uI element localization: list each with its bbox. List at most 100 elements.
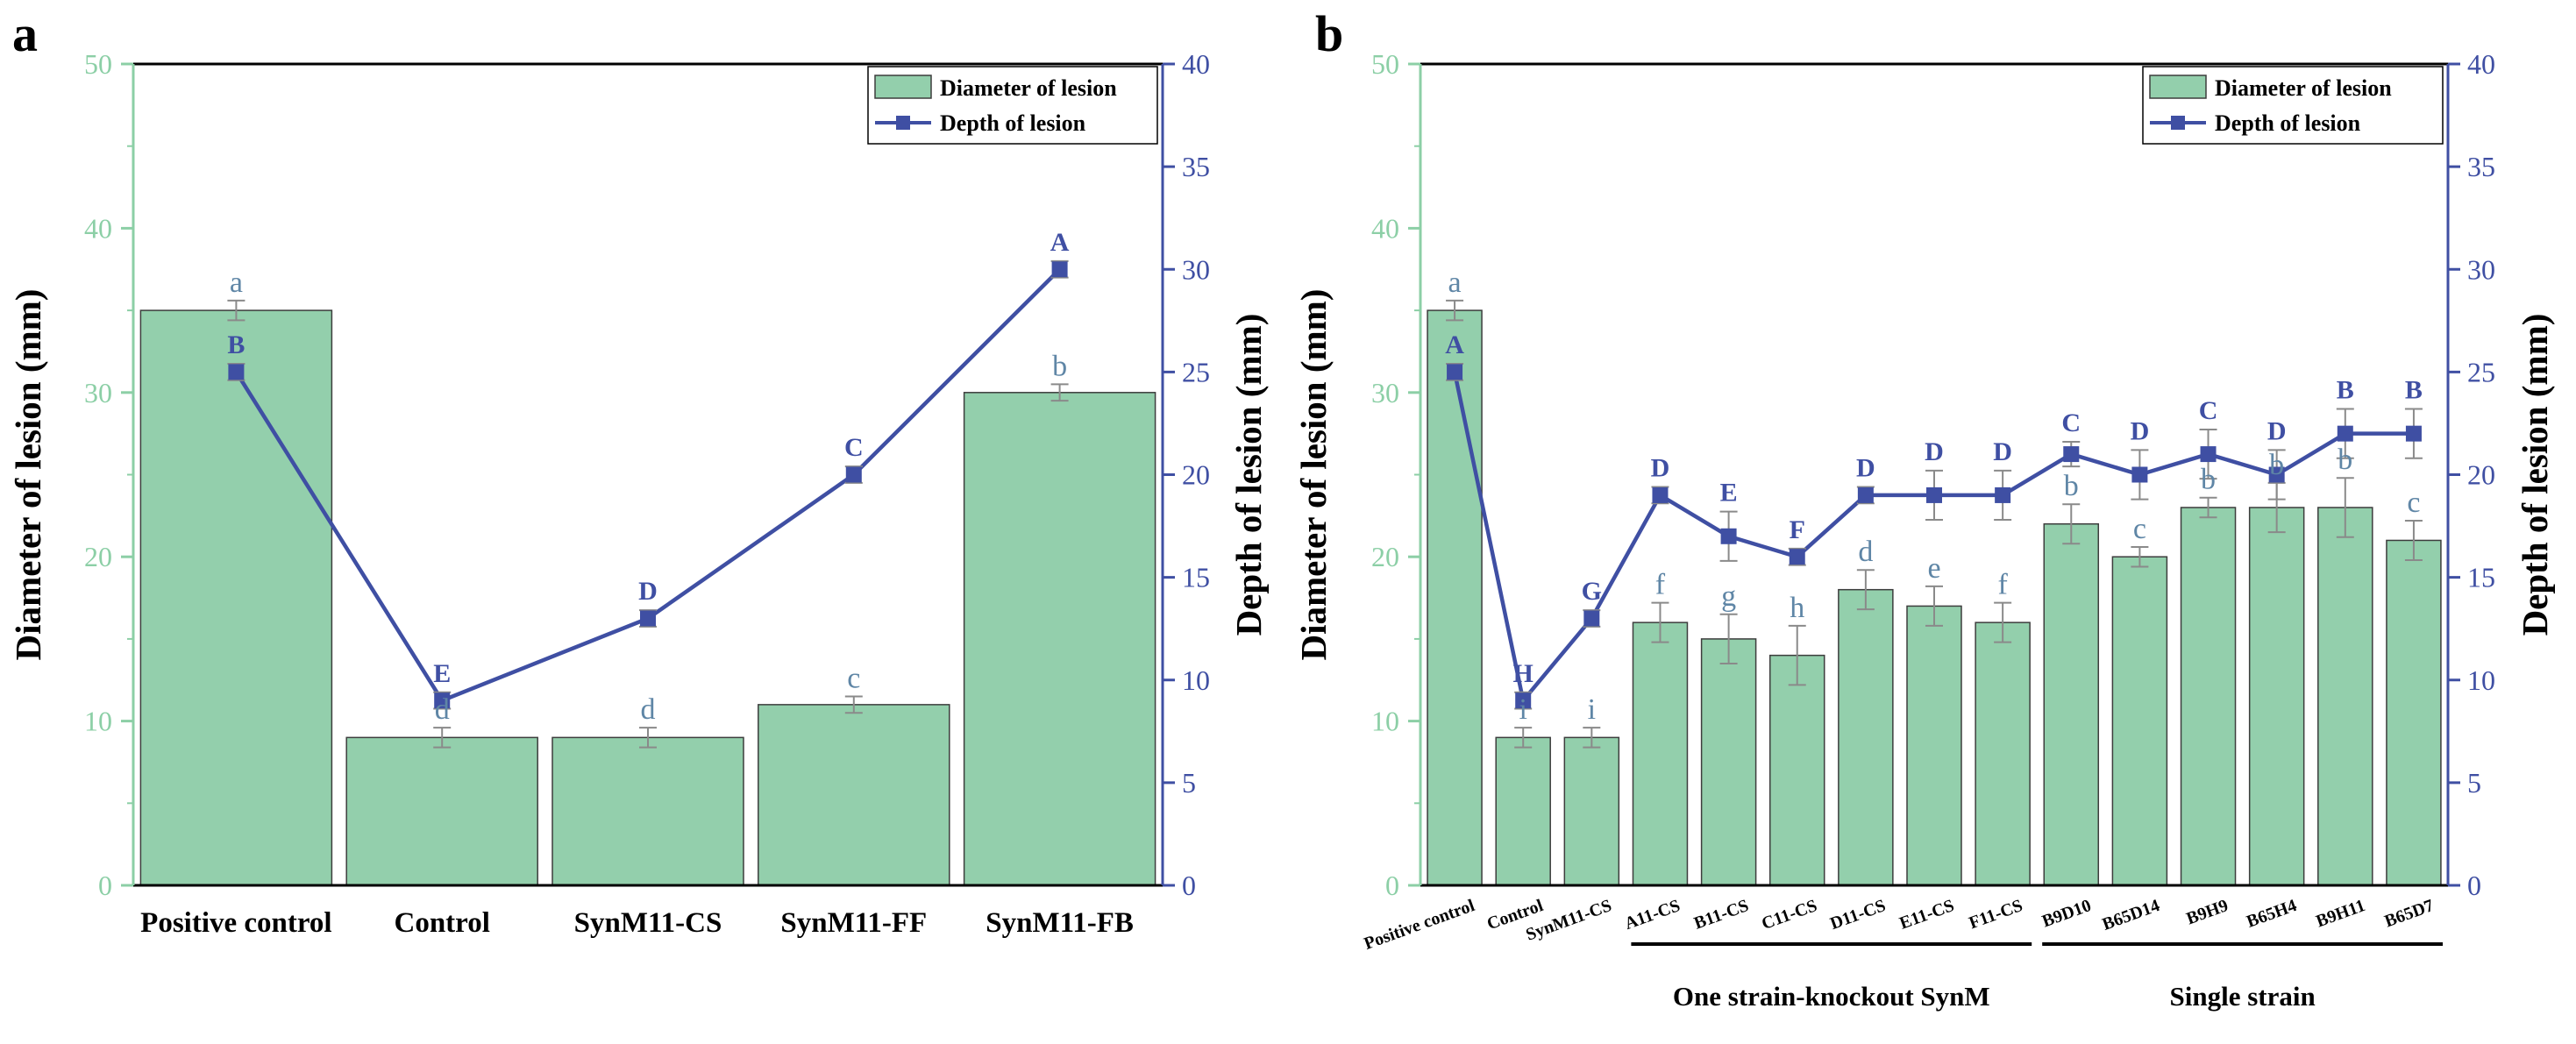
sig-letter-diameter: d	[435, 693, 450, 726]
point-depth	[1447, 364, 1463, 380]
bar-diameter	[1495, 736, 1551, 886]
sig-letter-diameter: g	[1721, 580, 1736, 613]
bar-diameter	[1975, 621, 2031, 886]
sig-letter-diameter: f	[1997, 569, 2008, 601]
sig-letter-diameter: i	[1519, 693, 1526, 726]
bar-diameter	[139, 309, 333, 886]
sig-letter-depth: E	[433, 659, 451, 688]
point-depth	[1995, 486, 2011, 503]
sig-letter-diameter: e	[1927, 552, 1940, 585]
sig-letter-depth: A	[1445, 330, 1464, 359]
sig-letter-diameter: b	[1052, 350, 1067, 382]
sig-letter-depth: D	[1651, 454, 1670, 483]
left-tick-label: 10	[84, 706, 112, 737]
sig-letter-diameter: a	[230, 266, 243, 299]
point-depth	[1720, 528, 1737, 544]
sig-letter-diameter: b	[2338, 444, 2352, 476]
bar-diameter	[2248, 507, 2305, 886]
category-label: D11-CS	[1827, 896, 1888, 934]
point-depth	[2268, 466, 2285, 483]
category-label: B9H11	[2314, 896, 2368, 931]
depth-line	[234, 267, 1062, 703]
category-label: B65D14	[2100, 896, 2162, 934]
right-axis-title: Depth of lesion (mm)	[2515, 314, 2555, 636]
sig-letter-depth: D	[638, 577, 658, 606]
bar-diameter	[2043, 522, 2100, 886]
sig-letter-diameter: i	[1588, 693, 1596, 726]
panel-letter: a	[12, 5, 38, 62]
left-tick-label: 50	[84, 48, 112, 80]
right-tick-label: 25	[2467, 356, 2495, 387]
sig-letter-depth: D	[2267, 416, 2287, 445]
right-tick-label: 20	[1182, 459, 1210, 491]
category-label: A11-CS	[1622, 896, 1683, 934]
sig-letter-diameter: b	[2064, 470, 2079, 502]
point-depth	[2063, 446, 2080, 463]
right-tick-label: 30	[2467, 253, 2495, 285]
right-tick-label: 15	[1182, 562, 1210, 593]
legend-swatch-bar	[2149, 75, 2207, 99]
left-tick-label: 30	[1371, 377, 1399, 408]
legend-swatch-marker	[2171, 116, 2185, 130]
point-depth	[2405, 425, 2422, 442]
point-depth	[1789, 549, 1805, 565]
sig-letter-diameter: b	[2269, 449, 2284, 481]
bar-diameter	[963, 392, 1156, 886]
sig-letter-diameter: d	[1858, 536, 1873, 568]
bar-diameter	[1700, 638, 1757, 886]
right-tick-label: 0	[1182, 870, 1196, 901]
right-tick-label: 25	[1182, 356, 1210, 387]
left-tick-label: 10	[1371, 706, 1399, 737]
point-depth	[2200, 446, 2217, 463]
sig-letter-diameter: d	[641, 693, 656, 726]
group-label: One strain-knockout SynM	[1673, 981, 1990, 1012]
point-depth	[1583, 610, 1600, 627]
bar-diameter	[1838, 588, 1894, 886]
bar-diameter	[551, 736, 744, 886]
legend-swatch-marker	[896, 116, 910, 130]
right-tick-label: 10	[2467, 664, 2495, 696]
point-depth	[2337, 425, 2353, 442]
sig-letter-depth: H	[1513, 659, 1534, 688]
point-depth	[640, 610, 656, 627]
right-tick-label: 5	[1182, 767, 1196, 799]
category-label: F11-CS	[1967, 896, 2025, 933]
sig-letter-depth: B	[227, 330, 245, 359]
sig-letter-depth: G	[1582, 577, 1602, 606]
category-label: SynM11-FB	[986, 907, 1134, 939]
sig-letter-depth: B	[2405, 376, 2423, 405]
right-axis-title: Depth of lesion (mm)	[1228, 314, 1269, 636]
sig-letter-depth: C	[2199, 396, 2218, 425]
right-tick-label: 35	[2467, 151, 2495, 182]
point-depth	[1926, 486, 1942, 503]
sig-letter-diameter: b	[2201, 464, 2216, 496]
sig-letter-diameter: h	[1790, 592, 1804, 624]
point-depth	[228, 364, 245, 380]
point-depth	[2131, 466, 2148, 483]
right-tick-label: 5	[2467, 767, 2481, 799]
left-axis-title: Diameter of lesion (mm)	[8, 289, 48, 661]
point-depth	[434, 692, 451, 709]
category-label: SynM11-FF	[780, 907, 927, 939]
category-label: E11-CS	[1897, 896, 1957, 934]
category-label: B9H9	[2184, 896, 2231, 928]
panel-letter: b	[1315, 5, 1343, 62]
sig-letter-depth: C	[844, 433, 864, 462]
left-tick-label: 0	[98, 870, 112, 901]
sig-letter-depth: D	[1925, 437, 1944, 466]
point-depth	[1652, 486, 1669, 503]
right-tick-label: 0	[2467, 870, 2481, 901]
left-tick-label: 40	[1371, 212, 1399, 244]
left-tick-label: 50	[1371, 48, 1399, 80]
sig-letter-diameter: c	[2133, 513, 2146, 545]
point-depth	[845, 466, 862, 483]
point-depth	[1051, 261, 1068, 278]
panel-a: a a d d c b B E D C A 0 10 20 30 40 50 0 5 10 15 20 25 30 35 40 Di…	[8, 5, 1269, 939]
right-tick-label: 40	[1182, 48, 1210, 80]
category-label: B9D10	[2039, 896, 2094, 931]
bar-diameter	[1427, 309, 1483, 886]
category-label: Control	[394, 907, 489, 939]
sig-letter-depth: A	[1050, 228, 1070, 257]
sig-letter-depth: D	[1856, 454, 1875, 483]
